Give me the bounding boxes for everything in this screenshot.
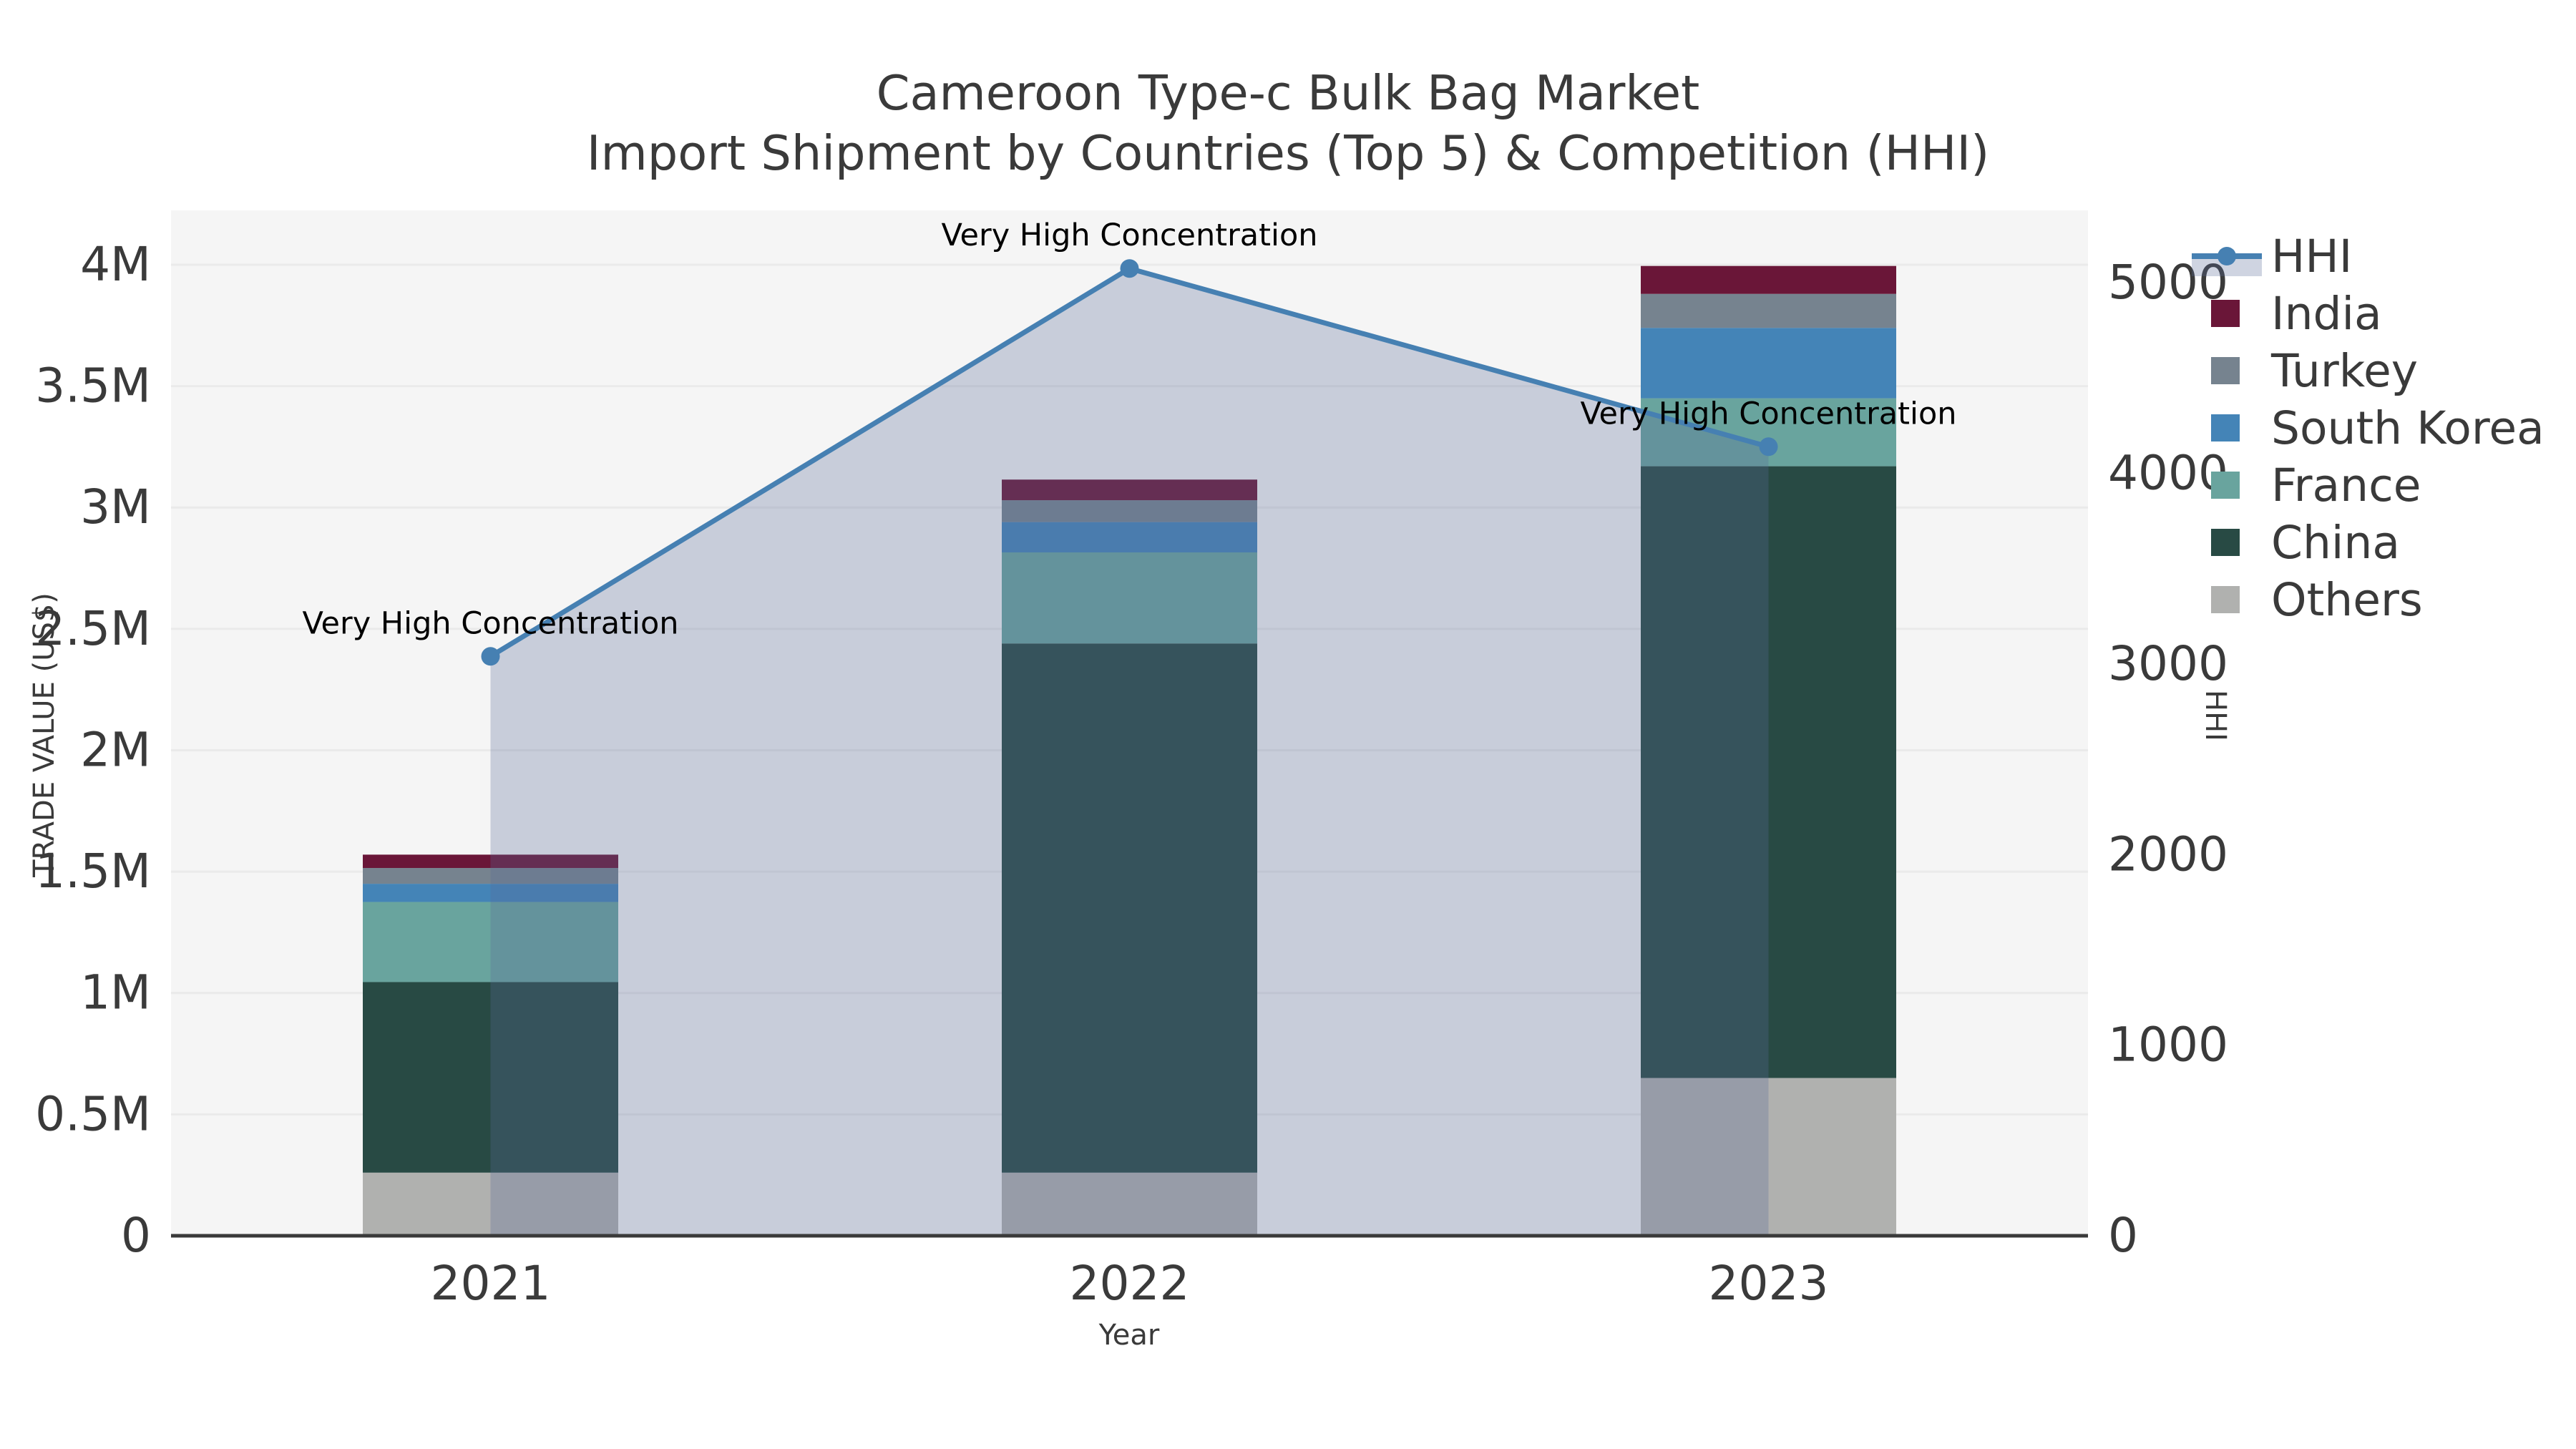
y1-tick-label: 3M [80, 479, 151, 535]
hhi-marker [1120, 259, 1139, 278]
legend-label: South Korea [2271, 402, 2545, 454]
x-tick-label: 2023 [1709, 1256, 1829, 1311]
legend-swatch-south-korea [2211, 414, 2240, 441]
legend-swatch-turkey [2211, 357, 2240, 384]
y1-tick-label: 1M [80, 965, 151, 1020]
legend-swatch-others [2211, 586, 2240, 613]
y2-tick-label: 3000 [2108, 636, 2228, 691]
chart-title: Cameroon Type-c Bulk Bag Market [876, 65, 1700, 121]
legend-label: Others [2271, 574, 2423, 626]
annotation-label: Very High Concentration [302, 605, 678, 641]
y2-tick-label: 2000 [2108, 826, 2228, 882]
x-tick-label: 2021 [431, 1256, 551, 1311]
hhi-marker [481, 647, 500, 666]
legend-swatch-china [2211, 529, 2240, 556]
hhi-line [481, 259, 1778, 666]
bar-segment-others [1002, 1172, 1257, 1236]
y1-axis-title: TRADE VALUE (US$) [28, 592, 61, 877]
y2-tick-label: 1000 [2108, 1018, 2228, 1073]
chart-title-block: Cameroon Type-c Bulk Bag Market Import S… [0, 63, 2576, 183]
y1-tick-label: 0.5M [35, 1086, 151, 1141]
legend-label: China [2271, 517, 2400, 569]
hhi-marker [1759, 437, 1778, 457]
bar-segment-india [1002, 479, 1257, 501]
bar-segment-india [1641, 265, 1896, 294]
y1-tick-label: 3.5M [35, 358, 151, 414]
legend-label: France [2271, 459, 2421, 512]
y1-tick-label: 1.5M [35, 844, 151, 899]
hhi-area-fill [490, 268, 1769, 1236]
y2-tick-label: 5000 [2108, 255, 2228, 310]
legend-label: Turkey [2270, 345, 2418, 397]
hhi-area-polygon [490, 268, 1769, 1236]
bar-segment-turkey [1641, 293, 1896, 328]
y2-axis-title: HHI [2199, 690, 2232, 741]
chart-subtitle: Import Shipment by Countries (Top 5) & C… [586, 125, 1990, 181]
annotation-label: Very High Concentration [1580, 396, 1956, 431]
y1-tick-label: 2M [80, 722, 151, 777]
x-tick-labels: 2021 2022 2023 [431, 1256, 1829, 1311]
y2-tick-label: 4000 [2108, 446, 2228, 501]
y2-tick-label: 0 [2108, 1208, 2138, 1263]
x-axis-title: Year [1098, 1319, 1160, 1352]
legend-hhi-marker [2218, 247, 2236, 265]
bar-segment-south-korea [363, 884, 618, 902]
x-tick-label: 2022 [1070, 1256, 1190, 1311]
bar-segment-others [1641, 1078, 1896, 1236]
bar-segment-india [363, 854, 618, 869]
bar-segment-south-korea [1002, 522, 1257, 553]
bar-segment-south-korea [1641, 328, 1896, 399]
y1-tick-label: 4M [80, 237, 151, 292]
bar-segment-others [363, 1172, 618, 1236]
annotations: Very High Concentration Very High Concent… [302, 218, 1956, 641]
bar-segment-turkey [363, 868, 618, 884]
y1-tick-label: 0 [121, 1208, 151, 1263]
bar-segment-china [1641, 466, 1896, 1078]
bar-segment-france [1002, 552, 1257, 644]
y1-tick-label: 2.5M [35, 601, 151, 656]
legend-swatch-india [2211, 300, 2240, 327]
bar-segment-china [363, 982, 618, 1173]
y2-tick-labels: 0 1000 2000 3000 4000 5000 [2108, 255, 2228, 1263]
bar-segment-turkey [1002, 500, 1257, 522]
legend-label: India [2271, 288, 2382, 340]
bar-segment-france [363, 902, 618, 982]
bar-segment-china [1002, 643, 1257, 1173]
stacked-bars [363, 265, 1896, 1236]
annotation-label: Very High Concentration [941, 218, 1317, 253]
y1-tick-labels: 0 0.5M 1M 1.5M 2M 2.5M 3M 3.5M 4M [35, 237, 151, 1263]
legend-label: HHI [2271, 230, 2352, 283]
legend-swatch-france [2211, 472, 2240, 499]
